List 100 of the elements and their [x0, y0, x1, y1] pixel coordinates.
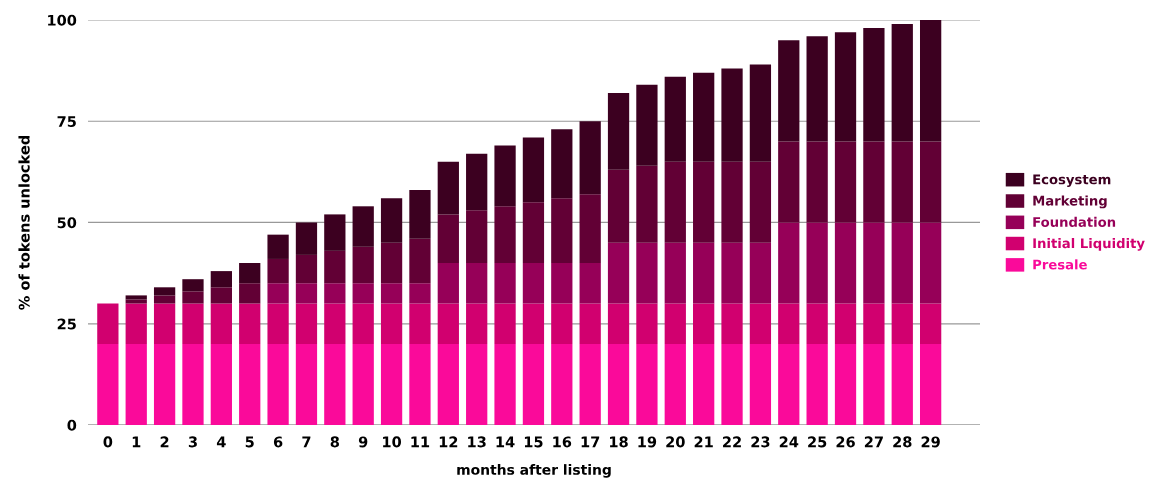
- bar: [721, 68, 743, 162]
- bar: [551, 344, 573, 425]
- bar: [749, 344, 772, 425]
- bar: [919, 303, 942, 344]
- bar: [891, 141, 913, 223]
- bar: [409, 238, 431, 284]
- bar: [863, 141, 885, 223]
- bar: [693, 161, 715, 243]
- legend-label: Initial Liquidity: [1033, 237, 1145, 251]
- bar: [380, 242, 403, 284]
- bar: [409, 190, 431, 239]
- bar: [891, 303, 913, 344]
- bar: [324, 303, 346, 344]
- x-tick-label: 14: [496, 436, 515, 448]
- bar: [210, 271, 232, 288]
- x-tick-label: 8: [330, 436, 339, 448]
- bar: [182, 344, 204, 425]
- bar: [210, 303, 232, 344]
- bar: [863, 303, 885, 344]
- bar: [919, 20, 942, 142]
- bar: [437, 303, 459, 344]
- bar: [267, 283, 289, 304]
- bar: [579, 194, 601, 263]
- x-tick-label: 19: [638, 436, 657, 448]
- bar: [409, 283, 431, 304]
- x-tick-label: 3: [188, 436, 197, 448]
- bar: [295, 303, 318, 344]
- y-tick-label: 0: [67, 419, 77, 431]
- x-tick-label: 7: [302, 436, 311, 448]
- x-tick-label: 9: [358, 436, 368, 448]
- bar: [664, 76, 686, 162]
- bar: [380, 344, 403, 425]
- bar: [324, 250, 346, 284]
- bar: [125, 344, 147, 425]
- x-tick-label: 29: [921, 436, 940, 448]
- bar: [494, 263, 516, 304]
- legend-label: Foundation: [1033, 216, 1116, 227]
- x-tick-label: 17: [581, 436, 600, 448]
- bar: [607, 344, 630, 425]
- bar: [352, 344, 374, 425]
- bar: [239, 344, 261, 425]
- bar: [863, 222, 885, 304]
- bar: [806, 141, 828, 223]
- y-tick-label: 75: [57, 116, 76, 127]
- bar: [551, 263, 573, 304]
- bar: [607, 169, 630, 243]
- bar: [494, 145, 516, 207]
- bar: [834, 222, 857, 304]
- bar: [721, 303, 743, 344]
- bar: [324, 344, 346, 425]
- bar: [919, 222, 942, 304]
- bar: [607, 303, 630, 344]
- bar: [97, 303, 119, 344]
- x-tick-label: 28: [893, 436, 912, 448]
- bar: [664, 242, 686, 304]
- bar: [466, 303, 488, 344]
- bar: [97, 344, 119, 425]
- bar: [664, 303, 686, 344]
- bar: [239, 263, 261, 284]
- y-tick-label: 100: [48, 14, 77, 26]
- bar: [352, 246, 374, 284]
- x-axis-title: months after listing: [457, 464, 611, 478]
- legend-label: Presale: [1033, 259, 1087, 270]
- bar: [721, 161, 743, 243]
- bar: [579, 121, 601, 195]
- bar: [295, 344, 318, 425]
- bar: [636, 165, 658, 243]
- x-tick-label: 23: [751, 436, 770, 448]
- bar: [210, 344, 232, 425]
- bar: [721, 242, 743, 304]
- bar: [891, 222, 913, 304]
- bar: [579, 263, 601, 304]
- bar: [579, 344, 601, 425]
- bar: [636, 344, 658, 425]
- bar: [834, 32, 857, 142]
- bar: [919, 344, 942, 425]
- x-tick-label: 18: [610, 436, 628, 448]
- bar: [437, 214, 459, 263]
- x-tick-label: 24: [779, 436, 799, 448]
- bar: [125, 295, 147, 300]
- bar: [636, 84, 658, 166]
- bar: [749, 242, 772, 304]
- bar: [749, 64, 772, 162]
- bar: [551, 198, 573, 263]
- bar: [494, 344, 516, 425]
- y-axis-title: % of tokens unlocked: [18, 135, 30, 310]
- bar: [693, 344, 715, 425]
- bar: [522, 344, 545, 425]
- x-tick-label: 12: [439, 436, 458, 448]
- x-tick-label: 16: [553, 436, 572, 448]
- bar: [778, 222, 800, 304]
- bar: [210, 287, 232, 304]
- bar: [919, 141, 942, 223]
- bar: [295, 222, 318, 255]
- bar: [466, 263, 488, 304]
- bar: [579, 303, 601, 344]
- x-tick-label: 10: [383, 436, 402, 448]
- x-tick-label: 5: [245, 436, 254, 448]
- bar: [551, 303, 573, 344]
- bar: [891, 24, 913, 142]
